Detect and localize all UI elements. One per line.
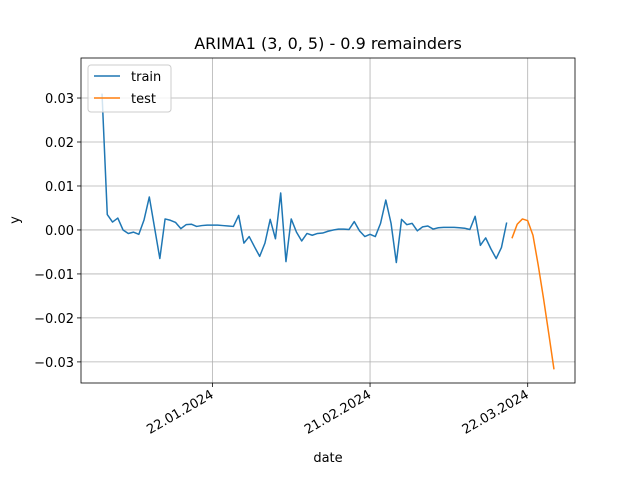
x-tick-label: 21.02.2024 — [302, 387, 374, 437]
y-tick-label: −0.02 — [34, 312, 74, 327]
x-tick-label: 22.03.2024 — [460, 387, 532, 437]
y-tick-label: −0.01 — [34, 268, 74, 283]
x-axis-label: date — [313, 451, 342, 466]
y-axis-label: y — [8, 216, 23, 224]
y-tick-label: −0.03 — [34, 356, 74, 371]
y-tick-label: 0.03 — [45, 92, 74, 107]
legend-label: test — [131, 92, 156, 107]
data-line — [511, 218, 555, 370]
y-tick-label: 0.01 — [45, 180, 74, 195]
y-tick-label: 0.02 — [45, 136, 74, 151]
y-tick-label: 0.00 — [45, 224, 74, 239]
chart-title: ARIMA1 (3, 0, 5) - 0.9 remainders — [194, 34, 462, 53]
legend-label: train — [131, 70, 161, 85]
x-tick-label: 22.01.2024 — [144, 387, 216, 437]
data-line — [101, 93, 508, 264]
plot-frame — [80, 57, 576, 384]
